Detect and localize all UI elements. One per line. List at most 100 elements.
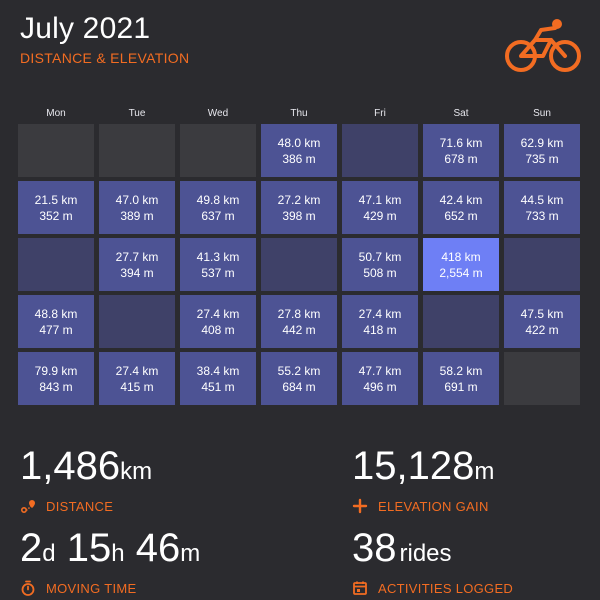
day-elevation: 537 m (201, 265, 235, 280)
day-elevation: 684 m (282, 379, 316, 394)
day-elevation: 442 m (282, 322, 316, 337)
calendar-day-ride: 58.2 km 691 m (423, 352, 499, 405)
day-elevation: 389 m (120, 208, 154, 223)
day-distance: 27.8 km (277, 306, 321, 321)
calendar-day-ride: 41.3 km 537 m (180, 238, 256, 291)
day-distance: 47.5 km (520, 306, 564, 321)
moving-time-minutes-unit: m (180, 540, 201, 567)
calendar-day-ride: 21.5 km 352 m (18, 181, 94, 234)
calendar-day-outside-month (504, 352, 580, 405)
page-subtitle: DISTANCE & ELEVATION (20, 50, 190, 66)
activities-stat: 38 rides ACTIVITIES LOGGED (352, 528, 513, 596)
day-elevation: 429 m (363, 208, 397, 223)
calendar-day-rest (342, 124, 418, 177)
day-distance: 21.5 km (34, 192, 78, 207)
day-elevation: 352 m (39, 208, 73, 223)
day-distance: 71.6 km (439, 135, 483, 150)
calendar-day-ride: 47.7 km 496 m (342, 352, 418, 405)
distance-stat: 1,486km DISTANCE (20, 446, 152, 514)
calendar-day-ride: 49.8 km 637 m (180, 181, 256, 234)
calendar-day-outside-month (18, 124, 94, 177)
day-distance: 27.4 km (358, 306, 402, 321)
day-distance: 47.0 km (115, 192, 159, 207)
stopwatch-icon (21, 580, 35, 596)
calendar-day-ride: 47.0 km 389 m (99, 181, 175, 234)
moving-time-minutes: 46 (135, 526, 181, 570)
calendar-day-ride: 48.0 km 386 m (261, 124, 337, 177)
calendar-grid: 48.0 km 386 m 71.6 km 678 m 62.9 km 735 m 21.5… (18, 124, 580, 405)
calendar-day-ride: 62.9 km 735 m (504, 124, 580, 177)
weekday-label: Mon (46, 108, 66, 119)
elevation-label: ELEVATION GAIN (378, 498, 489, 514)
day-elevation: 386 m (282, 151, 316, 166)
moving-time-stat: 2d 15h 46m MOVING TIME (20, 528, 200, 596)
day-elevation: 508 m (363, 265, 397, 280)
calendar-day-ride: 418 km 2,554 m (423, 238, 499, 291)
day-elevation: 843 m (39, 379, 73, 394)
distance-label: DISTANCE (46, 498, 114, 514)
day-distance: 58.2 km (439, 363, 483, 378)
day-elevation: 652 m (444, 208, 478, 223)
day-elevation: 496 m (363, 379, 397, 394)
day-distance: 41.3 km (196, 249, 240, 264)
calendar-day-ride: 27.2 km 398 m (261, 181, 337, 234)
weekday-header: Mon Tue Wed Thu Fri Sat Sun (18, 108, 580, 122)
weekday-label: Tue (128, 108, 146, 119)
calendar-day-ride: 27.4 km 408 m (180, 295, 256, 348)
day-distance: 27.4 km (115, 363, 159, 378)
weekday-label: Wed (207, 108, 229, 119)
calendar-day-rest (423, 295, 499, 348)
calendar-day-ride: 27.7 km 394 m (99, 238, 175, 291)
calendar-day-ride: 71.6 km 678 m (423, 124, 499, 177)
day-distance: 47.7 km (358, 363, 402, 378)
day-elevation: 678 m (444, 151, 478, 166)
plus-icon (352, 498, 368, 514)
weekday-label: Thu (290, 108, 308, 119)
day-distance: 38.4 km (196, 363, 240, 378)
calendar-day-ride: 27.8 km 442 m (261, 295, 337, 348)
day-elevation: 477 m (39, 322, 73, 337)
day-distance: 44.5 km (520, 192, 564, 207)
moving-time-hours-unit: h (111, 540, 125, 567)
calendar-day-outside-month (180, 124, 256, 177)
calendar-day-rest (261, 238, 337, 291)
weekday-label: Fri (374, 108, 386, 119)
moving-time-days-unit: d (42, 540, 56, 567)
day-distance: 79.9 km (34, 363, 78, 378)
day-distance: 27.4 km (196, 306, 240, 321)
day-distance: 62.9 km (520, 135, 564, 150)
route-icon (20, 500, 35, 514)
calendar-day-rest (18, 238, 94, 291)
day-distance: 27.7 km (115, 249, 159, 264)
calendar-day-ride: 50.7 km 508 m (342, 238, 418, 291)
moving-time-hours: 15 (66, 526, 112, 570)
day-elevation: 415 m (120, 379, 154, 394)
calendar-day-ride: 27.4 km 415 m (99, 352, 175, 405)
day-distance: 27.2 km (277, 192, 321, 207)
day-elevation: 2,554 m (439, 265, 483, 280)
elevation-stat: 15,128m ELEVATION GAIN (352, 446, 494, 514)
day-distance: 50.7 km (358, 249, 402, 264)
day-distance: 418 km (441, 249, 481, 264)
distance-value: 1,486 (20, 444, 121, 488)
activities-label: ACTIVITIES LOGGED (378, 580, 514, 596)
page-title: July 2021 (20, 12, 151, 45)
day-elevation: 418 m (363, 322, 397, 337)
day-elevation: 398 m (282, 208, 316, 223)
cyclist-icon (505, 19, 581, 72)
day-elevation: 422 m (525, 322, 559, 337)
calendar-day-ride: 38.4 km 451 m (180, 352, 256, 405)
day-elevation: 735 m (525, 151, 559, 166)
calendar-day-ride: 79.9 km 843 m (18, 352, 94, 405)
moving-time-days: 2 (20, 526, 43, 570)
weekday-label: Sat (453, 108, 469, 119)
day-elevation: 733 m (525, 208, 559, 223)
day-distance: 48.0 km (277, 135, 321, 150)
elevation-unit: m (474, 458, 495, 485)
calendar-day-ride: 47.1 km 429 m (342, 181, 418, 234)
day-distance: 48.8 km (34, 306, 78, 321)
day-distance: 42.4 km (439, 192, 483, 207)
day-distance: 47.1 km (358, 192, 402, 207)
calendar-day-ride: 44.5 km 733 m (504, 181, 580, 234)
day-elevation: 408 m (201, 322, 235, 337)
